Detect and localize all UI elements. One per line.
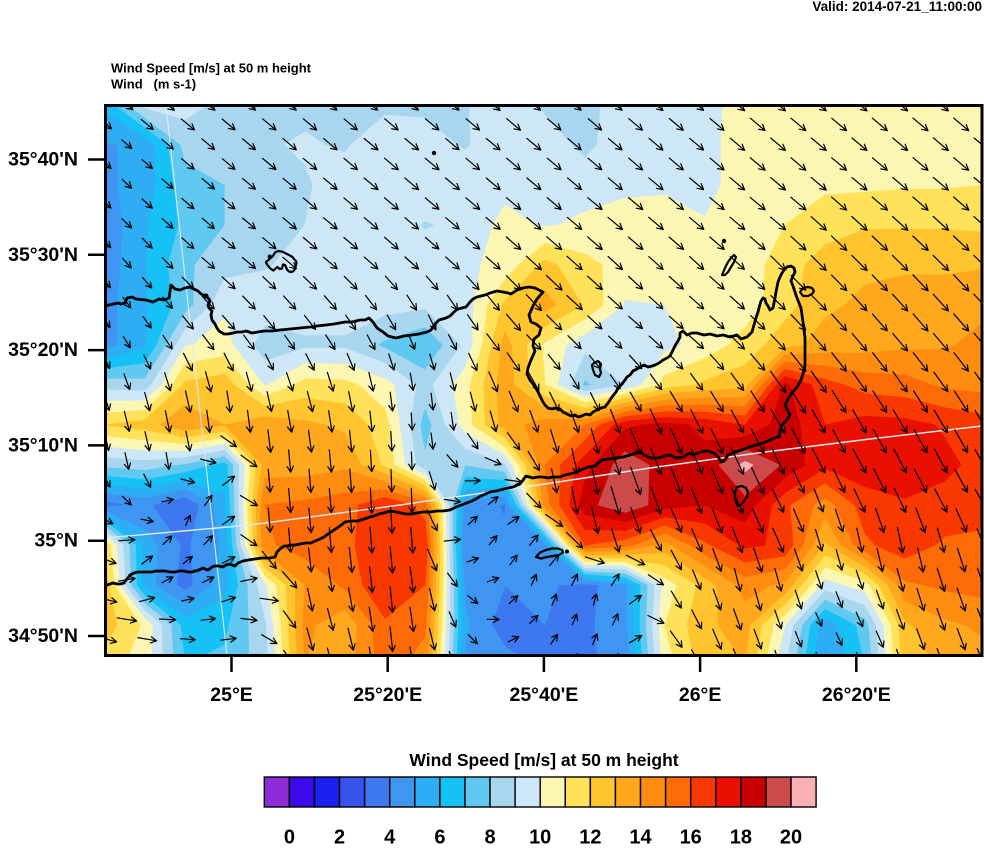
svg-text:16: 16 (680, 827, 702, 846)
svg-text:34°50'N: 34°50'N (8, 625, 78, 647)
svg-text:35°30'N: 35°30'N (8, 244, 78, 266)
svg-text:25°40'E: 25°40'E (509, 684, 578, 706)
svg-text:26°E: 26°E (679, 684, 722, 706)
svg-text:20: 20 (780, 827, 802, 846)
svg-text:35°40'N: 35°40'N (8, 149, 78, 171)
svg-text:12: 12 (579, 827, 601, 846)
svg-text:2: 2 (334, 827, 345, 846)
svg-text:14: 14 (629, 827, 652, 846)
svg-text:Wind Speed [m/s] at 50 m heigh: Wind Speed [m/s] at 50 m height (111, 61, 312, 76)
svg-text:8: 8 (484, 827, 495, 846)
svg-text:25°20'E: 25°20'E (353, 684, 422, 706)
svg-text:Valid: 2014-07-21_11:00:00: Valid: 2014-07-21_11:00:00 (812, 0, 982, 14)
svg-text:6: 6 (434, 827, 445, 846)
svg-text:35°10'N: 35°10'N (8, 434, 78, 456)
svg-text:10: 10 (529, 827, 551, 846)
svg-text:35°20'N: 35°20'N (8, 339, 78, 361)
svg-text:35°N: 35°N (34, 530, 78, 552)
svg-text:Wind (m s-1): Wind (m s-1) (111, 77, 196, 92)
svg-text:18: 18 (730, 827, 752, 846)
svg-text:25°E: 25°E (210, 684, 253, 706)
svg-text:Wind Speed [m/s] at 50 m heigh: Wind Speed [m/s] at 50 m height (409, 750, 678, 770)
svg-text:0: 0 (284, 827, 295, 846)
svg-text:26°20'E: 26°20'E (822, 684, 891, 706)
svg-text:4: 4 (384, 827, 396, 846)
